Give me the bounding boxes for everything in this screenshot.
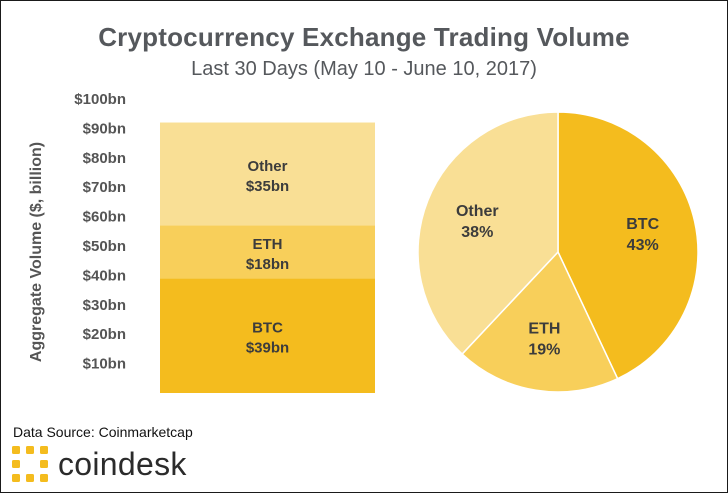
pie-slice-value: 43% — [627, 237, 659, 254]
y-tick-label: $30bn — [83, 297, 126, 314]
bar-segment-value: $39bn — [246, 340, 289, 357]
pie-slice-eth — [461, 250, 619, 393]
bar-segment-value: $18bn — [246, 256, 289, 273]
y-tick-label: $60bn — [83, 209, 126, 226]
coindesk-logo-icon — [12, 446, 48, 482]
bar-segment-value: $35bn — [246, 178, 289, 195]
bar-segment-name: Other — [247, 158, 287, 175]
chart-title: Cryptocurrency Exchange Trading Volume — [98, 22, 630, 52]
bar-segment-other — [160, 122, 375, 226]
y-tick-label: $50bn — [83, 238, 126, 255]
bar-segment-btc — [160, 278, 375, 393]
bar-segment-name: ETH — [253, 236, 283, 253]
brand-logo: coindesk — [10, 443, 187, 485]
pie-slice-name: BTC — [626, 216, 659, 233]
y-tick-label: $100bn — [74, 91, 126, 108]
pie-slice-name: ETH — [528, 321, 560, 338]
y-tick-label: $70bn — [83, 179, 126, 196]
data-source: Data Source: Coinmarketcap — [13, 424, 193, 440]
pie-slice-name: Other — [456, 203, 499, 220]
pie-slice-other — [417, 111, 559, 356]
chart-subtitle: Last 30 Days (May 10 - June 10, 2017) — [191, 58, 537, 80]
y-tick-label: $80bn — [83, 150, 126, 167]
y-tick-label: $20bn — [83, 326, 126, 343]
y-tick-label: $10bn — [83, 356, 126, 373]
y-tick-label: $40bn — [83, 267, 126, 284]
y-axis-label: Aggregate Volume ($, billion) — [28, 142, 45, 362]
bar-segment-name: BTC — [252, 320, 283, 337]
pie-slice-value: 19% — [528, 342, 560, 359]
pie-slice-value: 38% — [461, 224, 493, 241]
brand-name: coindesk — [58, 445, 187, 482]
pie-slice-btc — [557, 111, 699, 380]
bar-segment-eth — [160, 225, 375, 279]
y-tick-label: $90bn — [83, 120, 126, 137]
